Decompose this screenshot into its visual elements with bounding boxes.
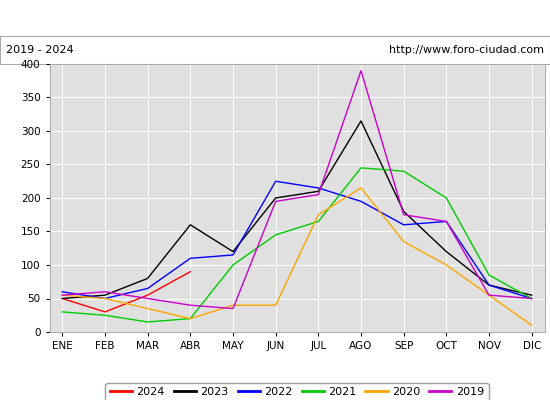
Text: Evolucion Nº Turistas Extranjeros en el municipio de Ponga: Evolucion Nº Turistas Extranjeros en el … bbox=[79, 12, 471, 24]
Text: http://www.foro-ciudad.com: http://www.foro-ciudad.com bbox=[389, 45, 544, 55]
Text: 2019 - 2024: 2019 - 2024 bbox=[6, 45, 73, 55]
Legend: 2024, 2023, 2022, 2021, 2020, 2019: 2024, 2023, 2022, 2021, 2020, 2019 bbox=[106, 382, 488, 400]
